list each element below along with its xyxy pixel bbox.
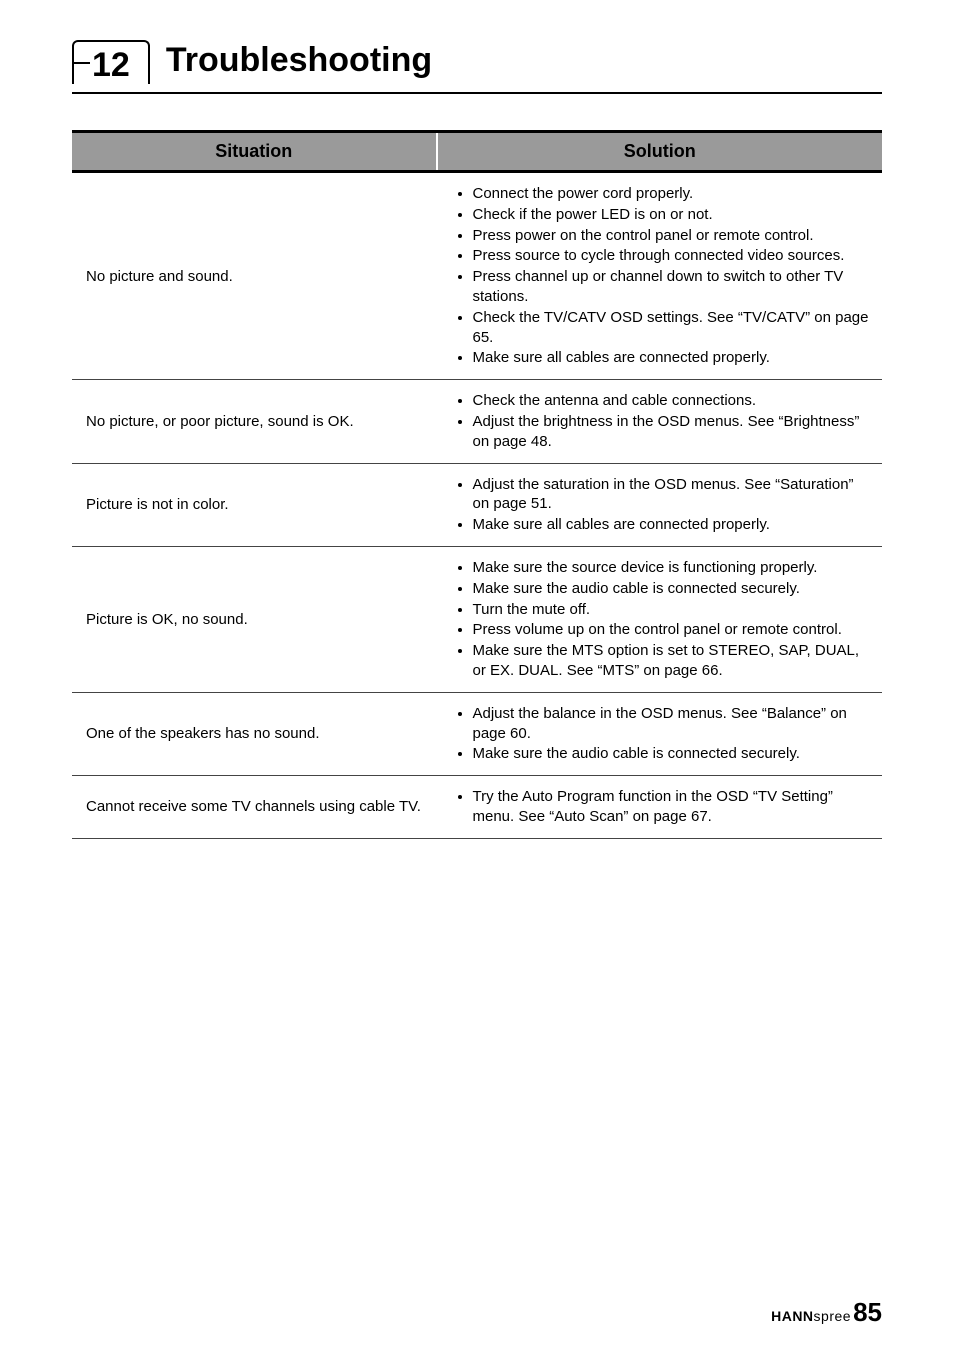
brand-label: HANNspree bbox=[771, 1308, 851, 1324]
table-row: One of the speakers has no sound. Adjust… bbox=[72, 692, 882, 775]
situation-cell: Picture is OK, no sound. bbox=[72, 546, 437, 692]
header-rule bbox=[72, 92, 882, 94]
list-item: Make sure the source device is functioni… bbox=[473, 558, 873, 578]
solution-list: Try the Auto Program function in the OSD… bbox=[451, 787, 873, 827]
solution-cell: Adjust the saturation in the OSD menus. … bbox=[437, 463, 883, 546]
list-item: Adjust the brightness in the OSD menus. … bbox=[473, 412, 873, 452]
solution-list: Adjust the balance in the OSD menus. See… bbox=[451, 704, 873, 764]
chapter-notch bbox=[72, 62, 90, 64]
list-item: Press channel up or channel down to swit… bbox=[473, 267, 873, 307]
list-item: Check the TV/CATV OSD settings. See “TV/… bbox=[473, 308, 873, 348]
chapter-title: Troubleshooting bbox=[166, 41, 432, 80]
table-row: No picture, or poor picture, sound is OK… bbox=[72, 380, 882, 463]
list-item: Make sure the audio cable is connected s… bbox=[473, 744, 873, 764]
list-item: Adjust the saturation in the OSD menus. … bbox=[473, 475, 873, 515]
situation-cell: One of the speakers has no sound. bbox=[72, 692, 437, 775]
solution-list: Check the antenna and cable connections.… bbox=[451, 391, 873, 451]
solution-cell: Check the antenna and cable connections.… bbox=[437, 380, 883, 463]
list-item: Make sure all cables are connected prope… bbox=[473, 515, 873, 535]
table-row: Picture is not in color. Adjust the satu… bbox=[72, 463, 882, 546]
list-item: Press power on the control panel or remo… bbox=[473, 226, 873, 246]
troubleshooting-table: Situation Solution No picture and sound.… bbox=[72, 130, 882, 839]
page-number: 85 bbox=[853, 1297, 882, 1328]
list-item: Make sure the audio cable is connected s… bbox=[473, 579, 873, 599]
list-item: Adjust the balance in the OSD menus. See… bbox=[473, 704, 873, 744]
solution-cell: Make sure the source device is functioni… bbox=[437, 546, 883, 692]
col-header-solution: Solution bbox=[437, 132, 883, 172]
solution-cell: Adjust the balance in the OSD menus. See… bbox=[437, 692, 883, 775]
list-item: Turn the mute off. bbox=[473, 600, 873, 620]
situation-cell: Cannot receive some TV channels using ca… bbox=[72, 776, 437, 839]
situation-cell: No picture and sound. bbox=[72, 172, 437, 380]
list-item: Make sure all cables are connected prope… bbox=[473, 348, 873, 368]
col-header-situation: Situation bbox=[72, 132, 437, 172]
solution-cell: Connect the power cord properly. Check i… bbox=[437, 172, 883, 380]
solution-list: Adjust the saturation in the OSD menus. … bbox=[451, 475, 873, 535]
brand-thin: spree bbox=[814, 1308, 852, 1324]
table-header-row: Situation Solution bbox=[72, 132, 882, 172]
list-item: Press source to cycle through connected … bbox=[473, 246, 873, 266]
list-item: Check the antenna and cable connections. bbox=[473, 391, 873, 411]
list-item: Check if the power LED is on or not. bbox=[473, 205, 873, 225]
situation-cell: Picture is not in color. bbox=[72, 463, 437, 546]
page-footer: HANNspree 85 bbox=[771, 1297, 882, 1328]
brand-bold: HANN bbox=[771, 1308, 813, 1324]
list-item: Try the Auto Program function in the OSD… bbox=[473, 787, 873, 827]
list-item: Make sure the MTS option is set to STERE… bbox=[473, 641, 873, 681]
table-row: No picture and sound. Connect the power … bbox=[72, 172, 882, 380]
list-item: Press volume up on the control panel or … bbox=[473, 620, 873, 640]
solution-list: Make sure the source device is functioni… bbox=[451, 558, 873, 681]
solution-list: Connect the power cord properly. Check i… bbox=[451, 184, 873, 368]
chapter-number: 12 bbox=[92, 46, 130, 84]
chapter-number-box: 12 bbox=[72, 40, 150, 84]
solution-cell: Try the Auto Program function in the OSD… bbox=[437, 776, 883, 839]
chapter-header: 12 Troubleshooting bbox=[72, 40, 882, 84]
table-row: Picture is OK, no sound. Make sure the s… bbox=[72, 546, 882, 692]
table-row: Cannot receive some TV channels using ca… bbox=[72, 776, 882, 839]
situation-cell: No picture, or poor picture, sound is OK… bbox=[72, 380, 437, 463]
list-item: Connect the power cord properly. bbox=[473, 184, 873, 204]
